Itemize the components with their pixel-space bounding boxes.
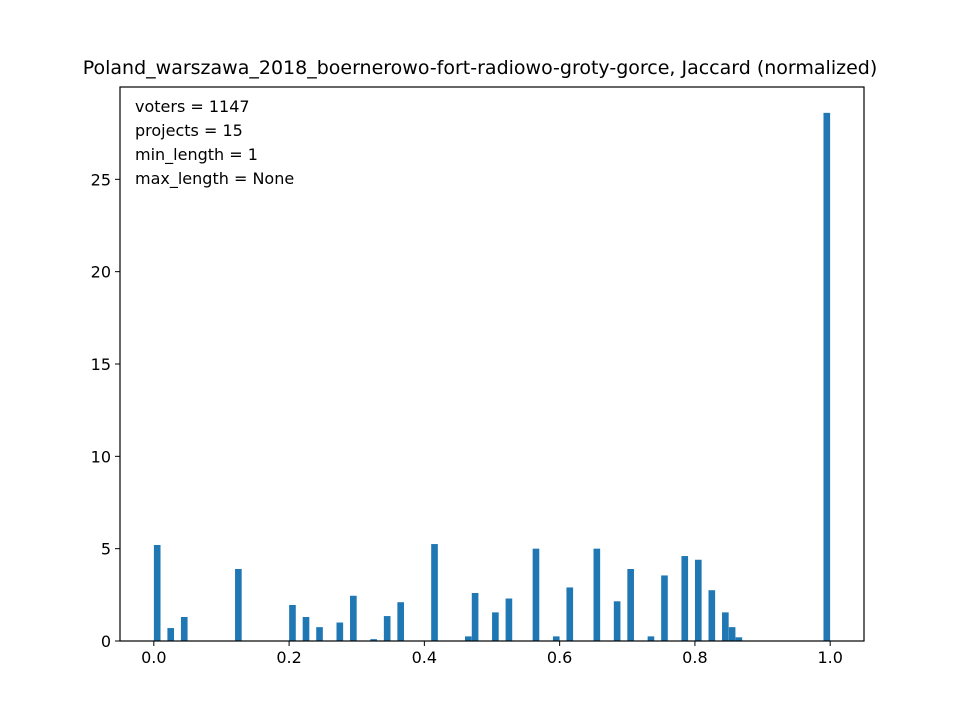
x-tick-label: 0.6 (547, 648, 572, 667)
x-tick-label: 1.0 (817, 648, 842, 667)
histogram-bar (180, 616, 188, 641)
histogram-bar (566, 587, 574, 641)
y-axis-ticks: 0 5 10 15 20 25 (91, 170, 120, 651)
histogram-bar (728, 627, 736, 641)
histogram-bar (613, 601, 621, 641)
histogram-bar (350, 595, 357, 641)
histogram-bar (302, 616, 310, 641)
x-tick-label: 0.0 (141, 648, 166, 667)
histogram-bar (647, 636, 655, 641)
stats-annotation-line: projects = 15 (135, 121, 243, 140)
stats-annotation-line: max_length = None (135, 169, 294, 189)
histogram-bar (153, 544, 161, 641)
histogram-bar (593, 548, 601, 641)
histogram-bar (661, 575, 668, 641)
chart-title: Poland_warszawa_2018_boernerowo-fort-rad… (83, 57, 878, 79)
histogram-bar (471, 592, 479, 641)
histogram-bar (681, 556, 689, 641)
stats-annotation-line: voters = 1147 (135, 97, 250, 116)
x-tick-label: 0.4 (412, 648, 437, 667)
histogram-bar (492, 612, 499, 641)
histogram-bar (694, 559, 702, 641)
histogram-bar (336, 622, 344, 641)
stats-annotation: voters = 1147 projects = 15 min_length = 1… (135, 97, 294, 189)
histogram-bar (431, 544, 438, 641)
x-tick-label: 0.2 (276, 648, 301, 667)
histogram-bar (383, 616, 391, 641)
x-axis-ticks: 0.0 0.2 0.4 0.6 0.8 1.0 (141, 641, 843, 667)
y-tick-label: 5 (101, 540, 111, 559)
histogram-bar (708, 590, 716, 641)
histogram-bar (235, 568, 242, 641)
histogram-bar (735, 637, 743, 641)
y-tick-label: 15 (91, 355, 111, 374)
histogram-bar (289, 604, 296, 641)
histogram-bar (316, 627, 323, 641)
y-tick-label: 20 (91, 263, 111, 282)
stats-annotation-line: min_length = 1 (135, 145, 258, 165)
histogram-bar (823, 112, 831, 641)
plot-frame (119, 86, 865, 642)
x-tick-label: 0.8 (682, 648, 707, 667)
bars-group (153, 112, 831, 641)
y-tick-label: 10 (91, 447, 111, 466)
histogram-bar (627, 568, 634, 641)
histogram-bar (552, 636, 560, 641)
histogram-bar (167, 628, 175, 641)
histogram-bar (532, 548, 540, 641)
y-tick-label: 0 (101, 632, 111, 651)
histogram-bar (505, 598, 513, 641)
y-tick-label: 25 (91, 170, 111, 189)
histogram-bar (722, 612, 729, 641)
histogram-bar (370, 639, 377, 641)
histogram-bar (465, 636, 472, 641)
histogram-bar (397, 602, 405, 641)
